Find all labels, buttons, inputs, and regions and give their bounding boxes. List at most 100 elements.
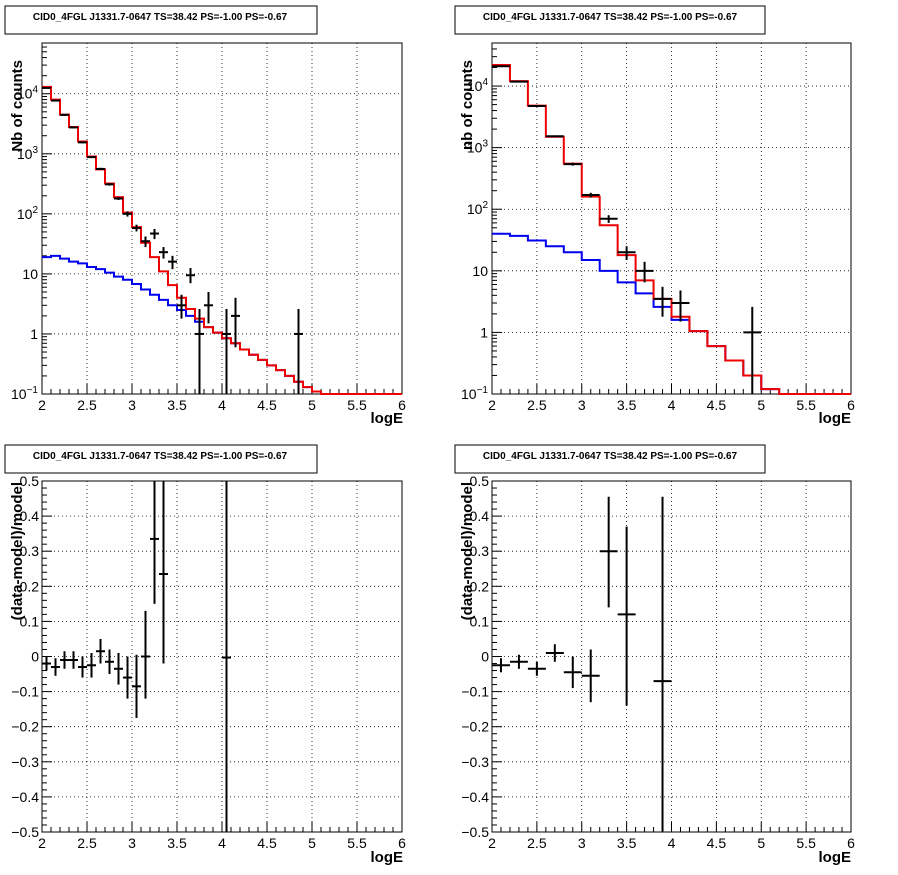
x-axis: 2 2.5 3 3.5 4 4.5 5 5.5 6 bbox=[38, 822, 406, 851]
data-point bbox=[42, 86, 51, 89]
x-axis: 2 2.5 3 3.5 4 4.5 5 5.5 6 bbox=[488, 384, 855, 413]
data-points-series bbox=[42, 86, 303, 394]
y-axis-label: (data-model)/model bbox=[459, 482, 476, 620]
x-tick-label: 6 bbox=[847, 397, 855, 413]
panel-title: CID0_4FGL J1331.7-0647 TS=38.42 PS=-1.00… bbox=[483, 12, 738, 23]
y-axis-label: Nb of counts bbox=[9, 60, 26, 152]
x-tick-label: 6 bbox=[398, 835, 406, 851]
x-tick-label: 4 bbox=[668, 835, 676, 851]
data-point bbox=[51, 99, 60, 102]
data-point bbox=[204, 291, 213, 324]
data-point bbox=[60, 651, 69, 669]
y-tick-label: 0.2 bbox=[20, 578, 40, 594]
panel-title: CID0_4FGL J1331.7-0647 TS=38.42 PS=-1.00… bbox=[483, 451, 738, 462]
data-points-series bbox=[492, 496, 672, 832]
data-point bbox=[123, 656, 132, 699]
data-point bbox=[150, 228, 159, 240]
x-axis-label: logE bbox=[371, 849, 404, 866]
data-point bbox=[186, 268, 195, 284]
data-point bbox=[635, 261, 654, 283]
residual-panel-left: CID0_4FGL J1331.7-0647 TS=38.42 PS=-1.00… bbox=[4, 444, 406, 866]
y-tick-label: 10−1 bbox=[461, 385, 488, 402]
x-tick-label: 3.5 bbox=[617, 397, 637, 413]
x-tick-label: 5 bbox=[308, 397, 316, 413]
data-point bbox=[653, 496, 672, 832]
y-tick-label: −0.1 bbox=[461, 684, 489, 700]
data-point bbox=[96, 167, 105, 171]
histogram-step-line bbox=[492, 63, 851, 395]
x-axis-label: logE bbox=[819, 410, 852, 427]
x-tick-label: 3.5 bbox=[617, 835, 637, 851]
data-point bbox=[159, 481, 168, 664]
y-axis: 10−1 1 10 102 103 104 bbox=[461, 42, 502, 402]
data-point bbox=[231, 297, 240, 348]
data-point bbox=[195, 309, 204, 394]
data-point bbox=[563, 162, 582, 166]
x-tick-label: 4 bbox=[668, 397, 676, 413]
y-tick-label: −0.4 bbox=[11, 789, 39, 805]
x-tick-label: 2.5 bbox=[527, 397, 547, 413]
data-point bbox=[509, 654, 528, 669]
data-point bbox=[177, 294, 186, 319]
data-point bbox=[132, 224, 141, 232]
data-point bbox=[222, 481, 231, 832]
x-tick-label: 6 bbox=[847, 835, 855, 851]
x-tick-label: 2.5 bbox=[527, 835, 547, 851]
y-tick-label: 0 bbox=[31, 649, 39, 665]
data-point bbox=[545, 644, 564, 662]
title-box bbox=[4, 444, 318, 474]
residual-panel-right: CID0_4FGL J1331.7-0647 TS=38.42 PS=-1.00… bbox=[454, 444, 855, 866]
histogram-series bbox=[42, 254, 402, 395]
x-tick-label: 5.5 bbox=[347, 835, 367, 851]
y-tick-label: 0 bbox=[481, 649, 489, 665]
y-tick-label: −0.1 bbox=[11, 684, 39, 700]
x-axis-label: logE bbox=[819, 849, 852, 866]
x-axis: 2 2.5 3 3.5 4 4.5 5 5.5 6 bbox=[488, 822, 855, 851]
title-box bbox=[454, 5, 766, 35]
grid-lines bbox=[492, 481, 851, 832]
y-tick-label: −0.3 bbox=[461, 754, 489, 770]
data-point bbox=[743, 306, 762, 394]
x-tick-label: 4.5 bbox=[257, 397, 277, 413]
data-point bbox=[492, 65, 510, 68]
x-tick-label: 3 bbox=[128, 835, 136, 851]
y-tick-label: 0.1 bbox=[20, 613, 40, 629]
data-point bbox=[671, 290, 690, 322]
data-point bbox=[599, 215, 618, 223]
data-point bbox=[114, 652, 123, 685]
y-tick-label: −0.2 bbox=[11, 719, 39, 735]
y-tick-label: 102 bbox=[17, 205, 39, 222]
x-axis-label: logE bbox=[371, 410, 404, 427]
y-axis-label: (data-model)/model bbox=[9, 482, 26, 620]
data-point bbox=[132, 654, 141, 718]
y-tick-label: 10 bbox=[472, 263, 488, 279]
y-tick-label: 0.4 bbox=[470, 508, 490, 524]
x-tick-label: 4.5 bbox=[257, 835, 277, 851]
x-tick-label: 5.5 bbox=[796, 835, 816, 851]
data-point bbox=[141, 236, 150, 248]
y-tick-label: 10 bbox=[22, 266, 38, 282]
x-tick-label: 4 bbox=[218, 397, 226, 413]
data-point bbox=[96, 638, 105, 664]
data-point bbox=[617, 246, 636, 260]
title-box bbox=[454, 444, 766, 474]
data-point bbox=[78, 656, 87, 678]
grid-lines bbox=[42, 43, 402, 394]
histogram-series bbox=[492, 63, 851, 395]
data-point bbox=[42, 656, 51, 671]
y-tick-label: 0.5 bbox=[20, 473, 40, 489]
data-point bbox=[51, 658, 60, 676]
data-point bbox=[294, 309, 303, 394]
y-tick-label: 0.4 bbox=[20, 508, 40, 524]
y-tick-label: 10−1 bbox=[11, 385, 38, 402]
y-tick-label: 0.3 bbox=[470, 543, 490, 559]
x-tick-label: 3.5 bbox=[167, 835, 187, 851]
histogram-step-line bbox=[42, 254, 402, 395]
data-point bbox=[653, 286, 672, 317]
x-tick-label: 5 bbox=[308, 835, 316, 851]
y-tick-label: −0.5 bbox=[461, 824, 489, 840]
y-axis: 10−1 1 10 102 103 104 bbox=[11, 42, 52, 402]
data-point bbox=[509, 80, 528, 83]
counts-panel-left: CID0_4FGL J1331.7-0647 TS=38.42 PS=-1.00… bbox=[4, 5, 406, 427]
